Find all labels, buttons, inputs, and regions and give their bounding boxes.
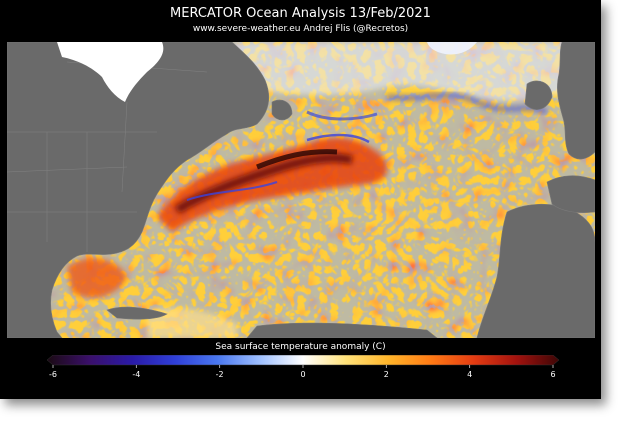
figure-frame: MERCATOR Ocean Analysis 13/Feb/2021 www.…	[0, 0, 601, 399]
colorbar-tick-label: 0	[300, 370, 305, 379]
colorbar-tick-label: -4	[132, 370, 140, 379]
colorbar-tick-label: 2	[384, 370, 389, 379]
colorbar-tick-label: 4	[467, 370, 472, 379]
newfoundland-land	[271, 99, 293, 121]
europe-land	[557, 42, 595, 160]
iberia-land	[546, 175, 595, 214]
map-title: MERCATOR Ocean Analysis 13/Feb/2021	[170, 6, 431, 21]
north-america-land	[7, 42, 270, 338]
map-credit: www.severe-weather.eu Andrej Flis (@Recr…	[192, 24, 409, 34]
south-america-land	[246, 322, 438, 338]
colorbar-label: Sea surface temperature anomaly (C)	[215, 342, 386, 352]
british-isles-land	[524, 80, 553, 110]
colorbar-tick-label: -2	[216, 370, 224, 379]
colorbar-scale	[47, 355, 559, 366]
cuba-land	[106, 306, 168, 320]
sst-anomaly-map	[7, 42, 595, 338]
colorbar-tick-label: 6	[550, 370, 555, 379]
cold-anomaly-north	[197, 42, 595, 112]
colorbar-ticks: -6 -4 -2 0 2 4 6	[49, 365, 556, 379]
colorbar-tick-label: -6	[49, 370, 57, 379]
sea-ice	[57, 42, 164, 102]
colorbar: -6 -4 -2 0 2 4 6	[47, 355, 559, 379]
